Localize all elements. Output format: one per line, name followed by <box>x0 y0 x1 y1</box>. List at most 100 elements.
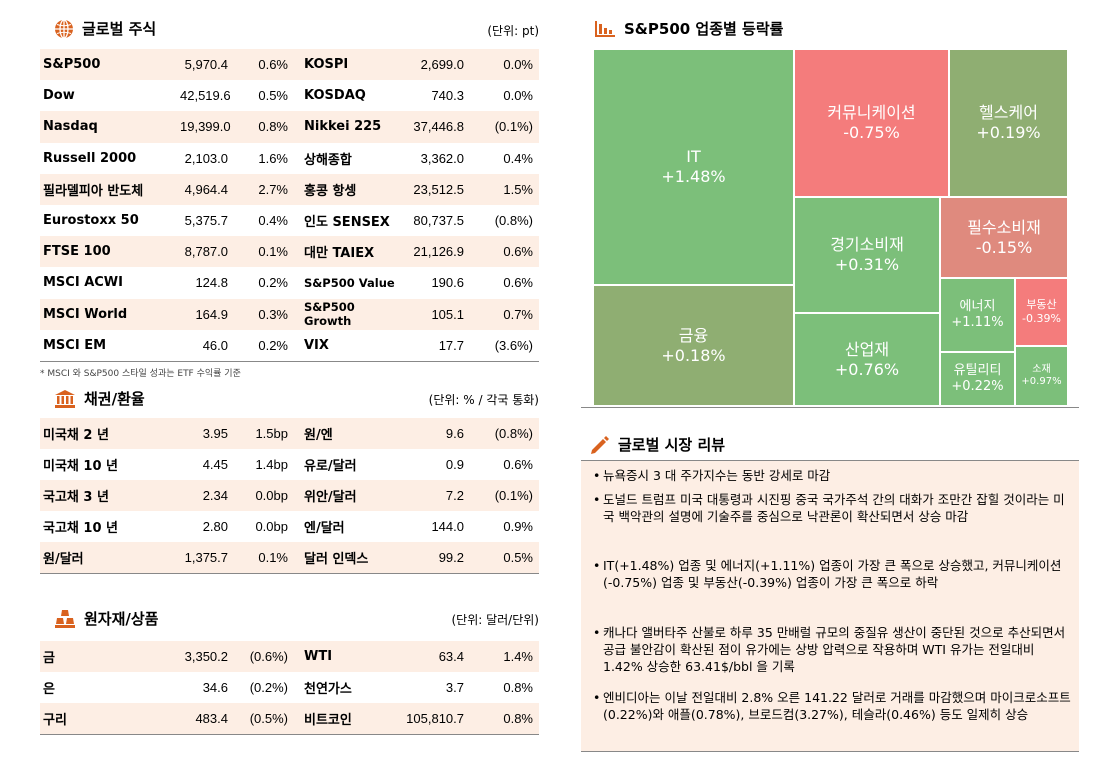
table-row: 국고채 10 년 2.80 0.0bp 엔/달러 144.0 0.9% <box>40 511 539 542</box>
row-change: 0.5% <box>258 88 288 104</box>
row-name: 국고채 3 년 <box>43 490 109 505</box>
sector-treemap-title: S&P500 업종별 등락률 <box>624 20 784 38</box>
bar-chart-icon <box>595 20 615 37</box>
row-value-2: 144.0 <box>431 519 464 534</box>
row-name-2: 인도 SENSEX <box>304 215 390 231</box>
row-name-2: 비트코인 <box>304 713 352 728</box>
row-value: 3,350.2 <box>184 649 228 664</box>
row-name-2: S&P500 Growth <box>304 300 355 329</box>
row-value: 4,964.4 <box>184 181 228 197</box>
table-row: FTSE 100 8,787.0 0.1% 대만 TAIEX 21,126.9 0.6% <box>40 236 539 268</box>
table-row: 구리 483.4 (0.5%) 비트코인 105,810.7 0.8% <box>40 703 539 734</box>
row-value: 1,375.7 <box>184 550 228 565</box>
sector-treemap-header: S&P500 업종별 등락률 <box>594 18 783 39</box>
row-name-2: 원/엔 <box>304 428 333 443</box>
row-name-2: 위안/달러 <box>304 490 357 505</box>
tile-value: +0.97% <box>1021 376 1062 387</box>
table-row: 미국채 10 년 4.45 1.4bp 유로/달러 0.9 0.6% <box>40 449 539 480</box>
row-name: MSCI EM <box>43 337 107 353</box>
row-value-2: 190.6 <box>431 275 464 291</box>
tile-value: +0.22% <box>951 379 1004 394</box>
table-row: Russell 2000 2,103.0 1.6% 상해종합 3,362.0 0.4% <box>40 142 539 174</box>
treemap-tile: 헬스케어 +0.19% <box>949 49 1068 197</box>
bank-icon <box>55 389 75 408</box>
row-value-2: 3.7 <box>445 680 464 695</box>
row-name: 미국채 2 년 <box>43 428 109 443</box>
tile-value: -0.75% <box>843 123 900 142</box>
row-value: 483.4 <box>195 711 228 726</box>
table-row: S&P500 5,970.4 0.6% KOSPI 2,699.0 0.0% <box>40 49 539 81</box>
row-name-2: 홍콩 항셍 <box>304 183 357 199</box>
row-value-2: 0.9 <box>445 457 464 472</box>
tile-name: 커뮤니케이션 <box>827 103 916 122</box>
row-value: 42,519.6 <box>180 88 231 104</box>
row-value: 46.0 <box>202 337 228 353</box>
row-name: Dow <box>43 88 75 104</box>
tile-value: -0.39% <box>1022 312 1061 325</box>
tile-value: +0.18% <box>661 345 726 365</box>
row-value-2: 37,446.8 <box>413 119 464 135</box>
row-change-2: (0.1%) <box>494 119 533 135</box>
row-name: Eurostoxx 50 <box>43 213 139 229</box>
row-change: (0.6%) <box>249 649 288 664</box>
review-item: • 엔비디아는 이날 전일대비 2.8% 오른 141.22 달러로 거래를 마감… <box>593 689 1071 723</box>
row-change-2: 0.0% <box>503 57 533 73</box>
row-name: 금 <box>43 651 55 666</box>
table-row: MSCI ACWI 124.8 0.2% S&P500 Value 190.6 0.6% <box>40 267 539 299</box>
bullet-icon: • <box>593 625 601 640</box>
bullet-icon: • <box>593 492 601 507</box>
row-change: 0.2% <box>258 275 288 291</box>
row-value: 5,375.7 <box>184 213 228 229</box>
row-value-2: 740.3 <box>431 88 464 104</box>
row-name: MSCI ACWI <box>43 275 123 291</box>
review-text: IT(+1.48%) 업종 및 에너지(+1.11%) 업종이 가장 큰 폭으로… <box>603 558 1062 590</box>
row-value: 124.8 <box>195 275 228 291</box>
treemap-tile: 에너지 +1.11% <box>940 278 1015 352</box>
treemap-tile: 경기소비재 +0.31% <box>794 197 940 313</box>
review-text: 도널드 트럼프 미국 대통령과 시진핑 중국 국가주석 간의 대화가 조만간 잡… <box>603 492 1065 524</box>
tile-value: +0.76% <box>834 359 900 379</box>
commodities-unit: (단위: 달러/단위) <box>451 613 539 627</box>
tile-name: 에너지 <box>959 298 996 314</box>
review-item: • 뉴욕증시 3 대 주가지수는 동반 강세로 마감 <box>593 467 1071 484</box>
commodities-title: 원자재/상품 <box>84 610 159 628</box>
table-row: Eurostoxx 50 5,375.7 0.4% 인도 SENSEX 80,737.5… <box>40 204 539 237</box>
row-change-2: 0.9% <box>503 519 533 534</box>
row-value-2: 3,362.0 <box>420 150 464 166</box>
row-change-2: 0.6% <box>503 244 533 260</box>
row-value: 19,399.0 <box>180 119 231 135</box>
tile-name: 부동산 <box>1026 298 1057 312</box>
row-name: 구리 <box>43 713 67 728</box>
tile-name: 헬스케어 <box>979 103 1038 122</box>
treemap-tile: IT +1.48% <box>593 49 794 285</box>
row-name-2: 유로/달러 <box>304 459 357 474</box>
row-name: 필라델피아 반도체 <box>43 183 144 199</box>
row-change-2: (0.8%) <box>494 213 533 229</box>
review-text: 뉴욕증시 3 대 주가지수는 동반 강세로 마감 <box>603 468 831 483</box>
row-value: 34.6 <box>202 680 228 695</box>
row-change-2: 0.6% <box>503 457 533 472</box>
treemap-tile: 산업재 +0.76% <box>794 313 940 406</box>
row-name: Nasdaq <box>43 119 98 135</box>
row-value: 2.80 <box>202 519 228 534</box>
commodities-header: 원자재/상품 <box>54 608 158 629</box>
row-value-2: 105.1 <box>431 306 464 322</box>
row-value-2: 2,699.0 <box>420 57 464 73</box>
row-value: 8,787.0 <box>184 244 228 260</box>
market-review-box: • 뉴욕증시 3 대 주가지수는 동반 강세로 마감 • 도널드 트럼프 미국 대통령… <box>581 460 1079 752</box>
table-row: MSCI World 164.9 0.3% S&P500 Growth 105.1 0.7… <box>40 298 539 330</box>
row-change: 0.2% <box>258 337 288 353</box>
pencil-icon <box>591 435 609 454</box>
row-name-2: 대만 TAIEX <box>304 246 375 262</box>
row-change-2: 0.0% <box>503 88 533 104</box>
treemap-tile: 부동산 -0.39% <box>1015 278 1068 346</box>
table-row: MSCI EM 46.0 0.2% VIX 17.7 (3.6%) <box>40 329 539 361</box>
bonds-fx-header: 채권/환율 <box>54 388 145 409</box>
row-change: (0.5%) <box>249 711 288 726</box>
row-change: 0.1% <box>258 550 288 565</box>
table-row: 국고채 3 년 2.34 0.0bp 위안/달러 7.2 (0.1%) <box>40 480 539 511</box>
row-change: (0.2%) <box>249 680 288 695</box>
row-change: 0.0bp <box>255 519 288 534</box>
row-change-2: (3.6%) <box>494 337 533 353</box>
row-value: 3.95 <box>202 426 228 441</box>
